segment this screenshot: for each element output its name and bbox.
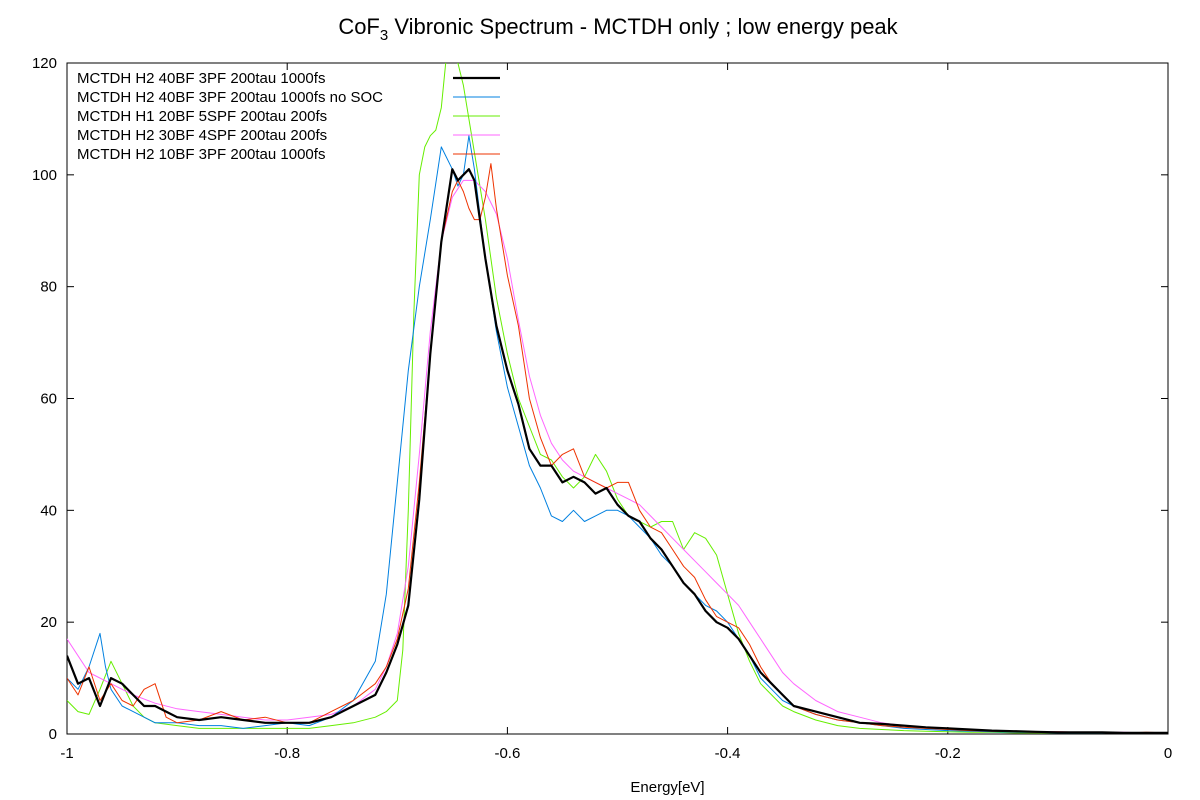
y-tick-label: 80 [40,279,57,296]
x-tick-label: -1 [60,745,73,762]
y-tick-label: 20 [40,614,57,631]
legend-label: MCTDH H2 40BF 3PF 200tau 1000fs [77,70,325,87]
x-tick-label: 0 [1164,745,1172,762]
series-line-3 [67,63,1168,734]
legend-label: MCTDH H2 10BF 3PF 200tau 1000fs [77,146,325,163]
y-tick-label: 0 [49,726,57,743]
chart-title-rest: Vibronic Spectrum - MCTDH only ; low ene… [388,14,898,39]
legend-label: MCTDH H1 20BF 5SPF 200tau 200fs [77,108,327,125]
series-line-4 [67,179,1168,734]
series-line-1 [67,168,1168,734]
x-tick-label: -0.6 [494,745,520,762]
axis-tick-labels: -1 -0.8 -0.6 -0.4 -0.2 0 0 20 40 60 80 100 120 [32,55,1172,762]
x-axis-label: Energy[eV] [630,779,704,796]
plot-frame [66,62,1169,735]
x-tick-label: -0.8 [274,745,300,762]
series-line-2 [67,135,1168,734]
x-tick-label: -0.2 [935,745,961,762]
y-tick-label: 100 [32,167,57,184]
y-tick-label: 60 [40,391,57,408]
legend-label: MCTDH H2 30BF 4SPF 200tau 200fs [77,127,327,144]
legend: MCTDH H2 40BF 3PF 200tau 1000fs MCTDH H2 … [77,70,500,163]
series-line-5 [67,163,1168,734]
legend-label: MCTDH H2 40BF 3PF 200tau 1000fs no SOC [77,89,383,106]
chart-title-subscript: 3 [380,27,388,44]
chart-title: CoF3 Vibronic Spectrum - MCTDH only ; lo… [338,14,898,44]
y-tick-label: 40 [40,502,57,519]
y-tick-label: 120 [32,55,57,72]
series-lines [67,63,1168,734]
x-tick-label: -0.4 [715,745,741,762]
axis-ticks [66,62,1169,735]
chart-title-main: CoF [338,14,380,39]
